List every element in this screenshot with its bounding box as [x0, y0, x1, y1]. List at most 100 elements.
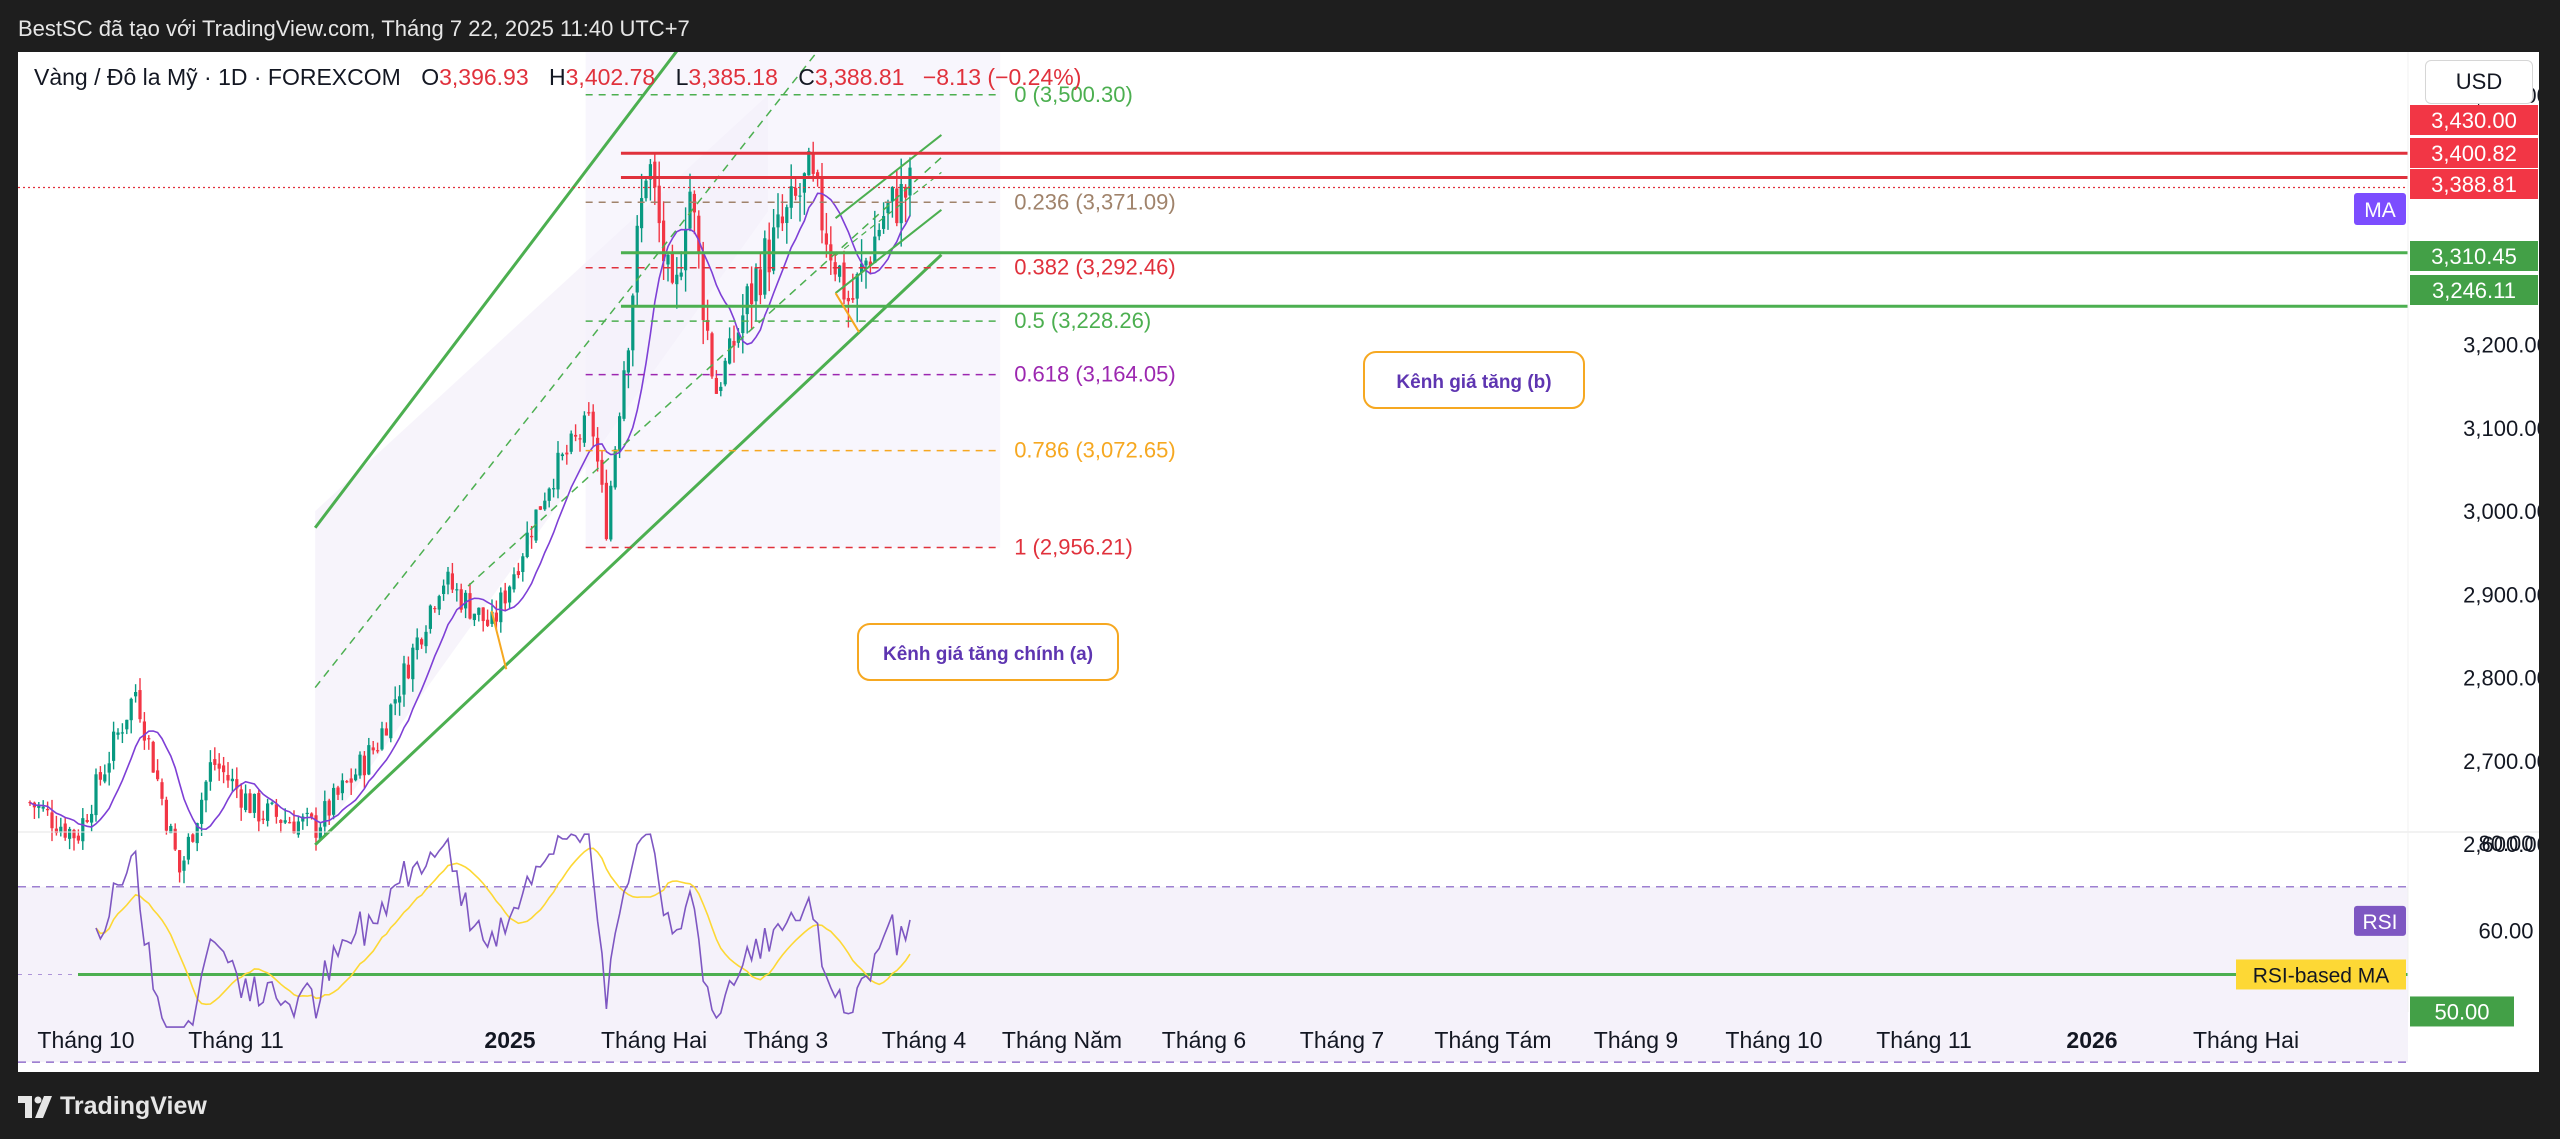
- candle-body: [644, 180, 648, 199]
- candle-body: [785, 207, 789, 224]
- tradingview-logo[interactable]: TradingView: [18, 1092, 207, 1121]
- candle-body: [371, 747, 375, 751]
- candle-body: [626, 350, 630, 373]
- rsi-ref-badge-label: 50.00: [2434, 999, 2489, 1024]
- ma-badge-label: MA: [2364, 199, 2396, 222]
- candle-body: [842, 262, 846, 300]
- rsi-badge-label: RSI: [2362, 911, 2397, 934]
- candle-body: [76, 835, 80, 841]
- rsi-tick-0: 80.00: [2478, 831, 2533, 856]
- candle-body: [138, 690, 142, 720]
- candle-body: [169, 825, 173, 834]
- annotation-a-box: [857, 623, 1119, 681]
- candle-body: [252, 793, 256, 813]
- open-value: 3,396.93: [439, 64, 529, 90]
- currency-button[interactable]: USD: [2425, 60, 2533, 104]
- candle-body: [521, 556, 525, 573]
- fib-label-0: 0 (3,500.30): [1014, 82, 1133, 107]
- candle-body: [591, 411, 595, 437]
- price-tick-2: 2,800.00: [2463, 666, 2539, 691]
- candle-body: [336, 787, 340, 795]
- candle-body: [692, 193, 696, 213]
- low-label: L: [675, 64, 689, 90]
- time-tick-3: Tháng Hai: [601, 1027, 707, 1053]
- candle-body: [653, 161, 657, 188]
- candle-body: [54, 828, 58, 834]
- candle-body: [266, 803, 270, 821]
- candle-body: [547, 488, 551, 501]
- candle-body: [235, 779, 239, 789]
- candle-body: [596, 437, 600, 462]
- candle-body: [129, 698, 133, 721]
- candle-body: [741, 315, 745, 334]
- candle-body: [116, 732, 120, 735]
- candle-body: [684, 228, 688, 271]
- candle-body: [98, 772, 102, 780]
- candle-body: [890, 186, 894, 202]
- candle-body: [437, 596, 441, 610]
- candle-body: [499, 592, 503, 623]
- candle-body: [895, 188, 899, 224]
- candle-body: [112, 731, 116, 761]
- candle-body: [142, 721, 146, 741]
- candle-body: [811, 154, 815, 174]
- candle-body: [604, 482, 608, 540]
- time-tick-14: Tháng Hai: [2193, 1027, 2299, 1053]
- candle-body: [248, 793, 252, 813]
- candle-body: [758, 269, 762, 296]
- candle-body: [279, 820, 283, 823]
- price-tick-0: 2,600.00: [2463, 832, 2539, 857]
- candle-body: [574, 434, 578, 437]
- chart-frame[interactable]: 0 (3,500.30) 0.236 (3,371.09) 0.382 (3,292…: [18, 52, 2539, 1072]
- candle-body: [798, 195, 802, 197]
- price-badge-label-0: 3,430.00: [2431, 108, 2517, 133]
- candle-body: [728, 338, 732, 364]
- candle-body: [904, 186, 908, 198]
- tradingview-logo-icon: [18, 1095, 52, 1118]
- high-label: H: [549, 64, 566, 90]
- candle-body: [468, 593, 472, 619]
- candles: [28, 141, 912, 884]
- annotation-b-box: [1363, 351, 1585, 409]
- candle-body: [556, 452, 560, 490]
- candle-body: [68, 828, 72, 839]
- fib-label-4: 0.618 (3,164.05): [1014, 362, 1175, 387]
- candle-body: [107, 763, 111, 773]
- rsi-ma-line: [95, 847, 911, 1006]
- candle-body: [635, 225, 639, 293]
- candle-body: [389, 704, 393, 739]
- candle-body: [763, 238, 767, 295]
- candle-body: [618, 416, 622, 452]
- candle-body: [37, 805, 41, 808]
- candle-body: [147, 738, 151, 740]
- candle-body: [173, 828, 177, 850]
- time-tick-9: Tháng Tám: [1434, 1027, 1551, 1053]
- candle-body: [261, 818, 265, 820]
- candle-body: [450, 573, 454, 590]
- candle-body: [327, 800, 331, 816]
- candle-body: [530, 535, 534, 538]
- channel-b-mid: [835, 171, 942, 257]
- candle-body: [398, 696, 402, 703]
- candle-body: [151, 741, 155, 773]
- candle-body: [270, 802, 274, 804]
- candle-body: [415, 637, 419, 651]
- price-tick-4: 3,000.00: [2463, 499, 2539, 524]
- chart-canvas[interactable]: 0 (3,500.30) 0.236 (3,371.09) 0.382 (3,292…: [18, 52, 2539, 1072]
- candle-body: [802, 173, 806, 193]
- symbol-legend: Vàng / Đô la Mỹ · 1D · FOREXCOM O3,396.9…: [34, 64, 1081, 91]
- close-label: C: [798, 64, 815, 90]
- candle-body: [609, 485, 613, 540]
- candle-body: [367, 745, 371, 775]
- candle-body: [613, 449, 617, 488]
- candle-body: [358, 754, 362, 776]
- candle-body: [349, 778, 353, 783]
- candle-body: [666, 254, 670, 265]
- candle-body: [736, 332, 740, 343]
- watermark-header: BestSC đã tạo với TradingView.com, Tháng…: [18, 16, 690, 41]
- candle-body: [772, 227, 776, 271]
- time-tick-5: Tháng 4: [882, 1027, 967, 1053]
- candle-body: [63, 823, 67, 838]
- candle-body: [50, 812, 54, 829]
- candle-body: [732, 340, 736, 346]
